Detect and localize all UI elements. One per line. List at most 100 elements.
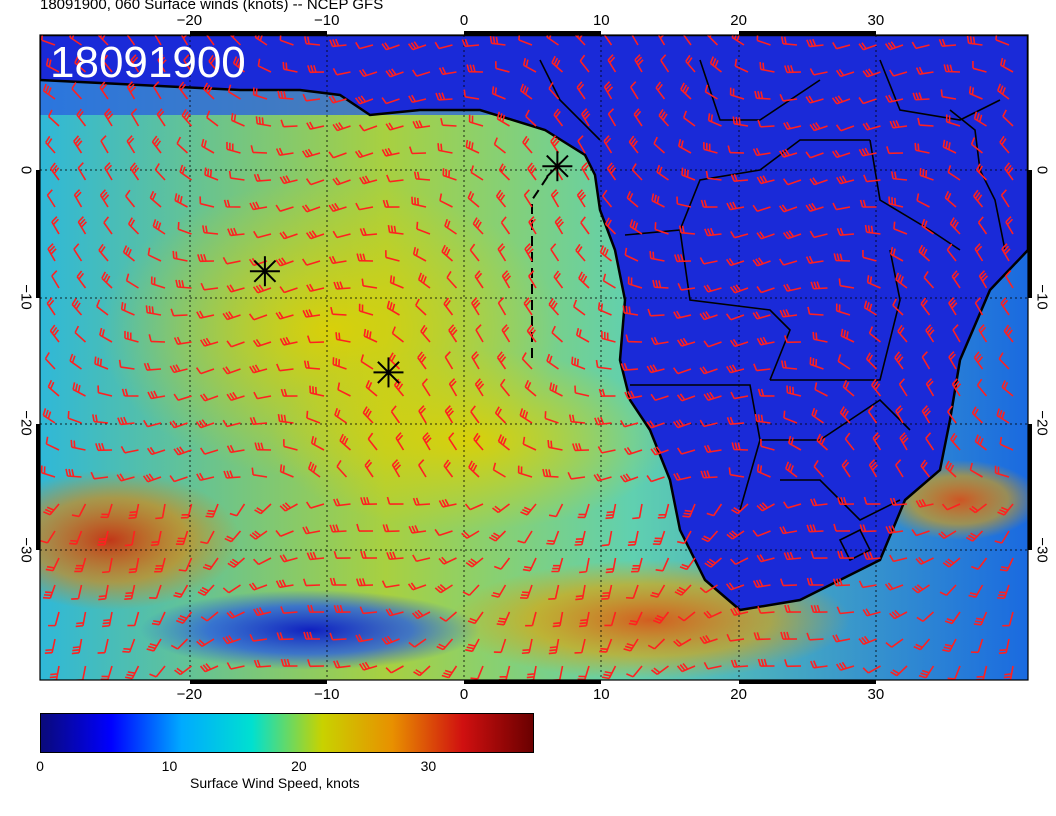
wind-barb (145, 305, 162, 316)
wind-barb (756, 502, 775, 512)
wind-barb (597, 302, 612, 316)
wind-barb (226, 662, 245, 670)
wind-barb (127, 217, 140, 235)
wind-barb (118, 359, 135, 370)
wind-barb (437, 143, 453, 154)
wind-barb (785, 461, 798, 478)
wind-barb (435, 92, 453, 101)
wind-barb (176, 136, 189, 154)
wind-barb (701, 530, 719, 543)
wind-barb (894, 351, 904, 370)
wind-barb (72, 382, 86, 397)
wind-barb (75, 611, 87, 628)
wind-barb (279, 35, 294, 46)
wind-barb (682, 503, 696, 518)
wind-barb (307, 335, 325, 344)
wind-barb (196, 310, 215, 319)
wind-barb (814, 382, 828, 397)
wind-barb (472, 217, 484, 235)
wind-barb (124, 530, 136, 547)
wind-barb (275, 204, 294, 212)
wind-barb (1004, 162, 1014, 181)
wind-barb (601, 530, 613, 547)
wind-barb (408, 94, 427, 103)
wind-barb (779, 93, 798, 102)
wind-barb (151, 135, 162, 154)
wind-barb (623, 638, 639, 652)
wind-barb (655, 557, 670, 572)
wind-barb (382, 199, 400, 208)
wind-barb (306, 551, 325, 561)
wind-barb (303, 360, 321, 370)
wind-barb (551, 557, 564, 573)
wind-barb (889, 609, 908, 620)
wind-barb (474, 270, 484, 289)
wind-barb (147, 247, 162, 262)
storm-marker-west (249, 256, 280, 287)
wind-barb (497, 297, 507, 316)
wind-barb (706, 503, 723, 517)
wind-barb (172, 250, 188, 262)
wind-barb (333, 498, 351, 507)
wind-barb (305, 178, 325, 186)
wind-barb (619, 473, 639, 483)
wind-barb (726, 364, 745, 374)
wind-barb (255, 116, 272, 127)
wind-barb (939, 584, 957, 597)
wind-barb (944, 190, 957, 208)
wind-barb (279, 554, 298, 563)
wind-barb (391, 459, 402, 478)
wind-barb (920, 297, 931, 316)
wind-barb (729, 338, 749, 348)
wind-barb (306, 121, 325, 130)
wind-barb (355, 41, 374, 50)
wind-barb (885, 525, 904, 534)
wind-barb (604, 611, 617, 627)
wind-barb (725, 313, 745, 321)
wind-barb (124, 665, 140, 680)
wind-barb (577, 503, 590, 519)
wind-barb (674, 254, 692, 263)
wind-barb (40, 530, 56, 544)
wind-barb (838, 278, 855, 289)
lat-tick-left: −10 (17, 283, 35, 310)
wind-barb (947, 165, 961, 181)
wind-barb (176, 611, 193, 624)
wind-barb (100, 135, 109, 154)
wind-barb (448, 432, 458, 451)
wind-barb (49, 665, 60, 680)
wind-barb (971, 406, 984, 424)
lat-tick-right: 0 (1033, 165, 1051, 175)
wind-barb (997, 83, 1010, 100)
wind-barb (938, 38, 957, 47)
wind-barb (412, 554, 431, 563)
wind-barb (1003, 665, 1014, 680)
wind-barb (279, 502, 298, 512)
wind-barb (973, 189, 984, 208)
wind-barb (998, 638, 1010, 655)
wind-barb (840, 328, 855, 343)
wind-barb (393, 378, 405, 397)
wind-barb (548, 82, 560, 100)
wind-barb (871, 378, 882, 397)
wind-barb (921, 351, 931, 370)
wind-barb (726, 633, 745, 642)
wind-barb (471, 351, 480, 370)
wind-barb (705, 170, 722, 181)
wind-barb (65, 468, 82, 478)
wind-barb (498, 163, 511, 181)
wind-barb (434, 528, 453, 537)
wind-barb (604, 217, 617, 235)
wind-barb (302, 309, 321, 318)
wind-barb (395, 432, 405, 451)
wind-barb (944, 611, 961, 625)
wind-barb (489, 35, 506, 46)
wind-barb (226, 444, 245, 454)
wind-barb (832, 202, 851, 211)
wind-speed-colorbar (40, 713, 534, 753)
wind-barb (73, 189, 83, 208)
wind-barb (149, 190, 162, 208)
wind-barb (783, 410, 798, 424)
wind-barb (415, 298, 427, 316)
wind-barb (417, 272, 431, 289)
